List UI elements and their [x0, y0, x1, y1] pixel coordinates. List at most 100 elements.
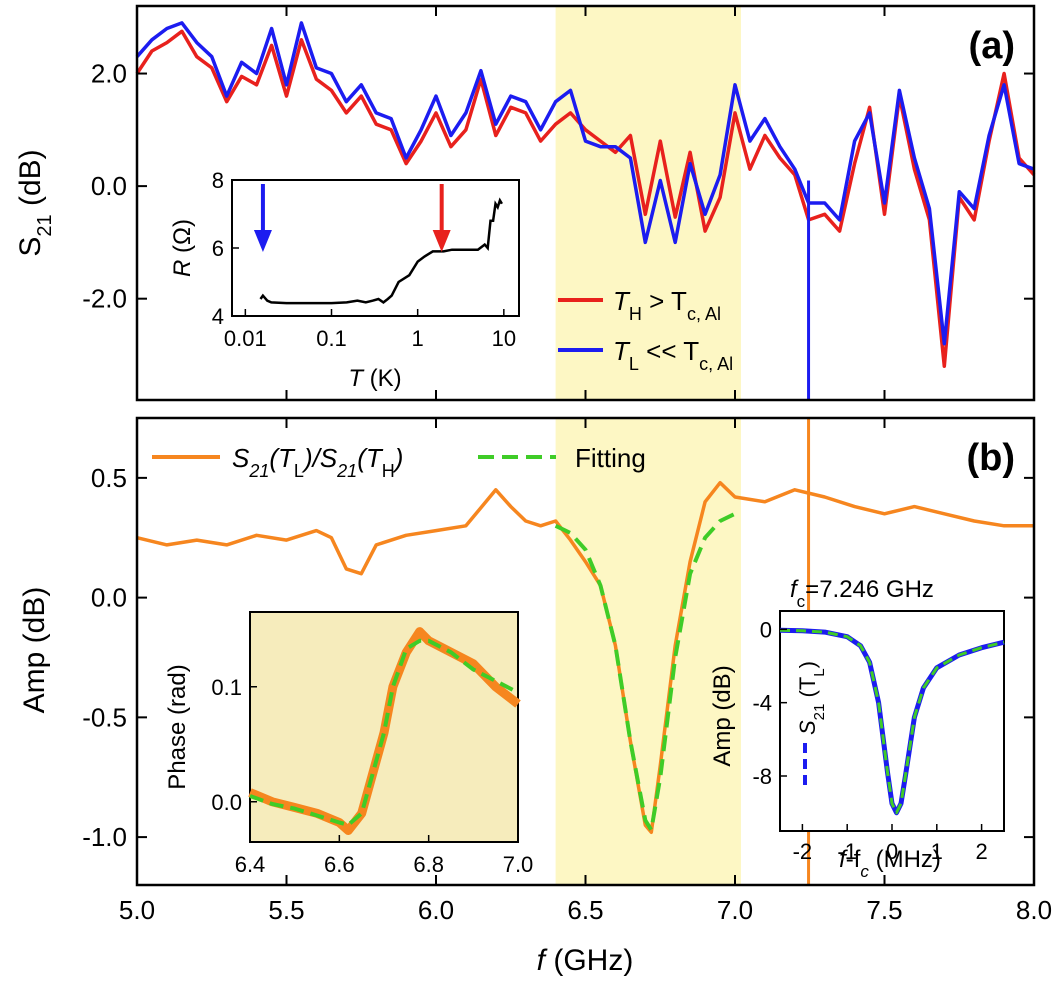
inset-rt-xlabel-unit: (K) — [363, 365, 402, 392]
panel-b-x-ticks: 5.0 5.5 6.0 6.5 7.0 7.5 8.0 — [119, 418, 1052, 925]
inset-res-ytick-label: 0 — [760, 617, 772, 642]
panel-a-label: (a) — [969, 25, 1015, 67]
inset-rt-arrows — [253, 184, 451, 252]
panel-b-ylabel: Amp (dB) — [18, 587, 51, 714]
inset-res-legend-mid: (T — [795, 677, 820, 704]
panel-a: -2.00.02.0 (a) S21 (dB) TH > Tc, Al TL <… — [14, 4, 1036, 402]
inset-rt-xtick-label: 10 — [492, 326, 516, 351]
legend-red-sub: H — [629, 304, 642, 324]
inset-rt-ylabel: R (Ω) — [169, 219, 196, 277]
b-ytick-label: 0.0 — [91, 583, 127, 613]
panel-b-xlabel-unit: (GHz) — [545, 944, 633, 977]
legend-ratio-sub4: H — [382, 461, 395, 481]
panel-b-legend-ratio: S21(TL)/S21(TH) — [232, 443, 403, 481]
inset-res-ylabel: Amp (dB) — [709, 665, 736, 766]
series-line-b-0 — [136, 480, 1034, 835]
panel-b: -1.0 -0.5 0.0 0.5 5.0 5.5 6.0 6.5 7.0 7.5 8.0 (b)… — [18, 416, 1052, 977]
inset-res-ticks: -2 -1 0 1 2 0 -4 -8 — [752, 617, 987, 864]
inset-res-legend-sub1: 21 — [811, 704, 828, 721]
inset-res-title-main: f — [790, 576, 799, 603]
inset-phase-series — [248, 627, 521, 835]
legend-ratio-mid: (T — [269, 443, 296, 473]
legend-blue-main: T — [613, 336, 631, 366]
inset-resonance: -2 -1 0 1 20-4-8 fc=7.246 GHz f-fc (MHz) Amp… — [709, 576, 1005, 881]
inset-res-xlabel-f: f — [839, 846, 848, 873]
panel-b-y-ticks: -1.0 -0.5 0.0 0.5 — [82, 463, 1034, 852]
b-ytick-label: 0.5 — [91, 463, 127, 493]
inset-phase-xtick-label: 6.6 — [324, 852, 355, 877]
inset-res-title-sub: c — [797, 592, 806, 611]
inset-res-xtick-label: -2 — [793, 839, 813, 864]
inset-res-xtick-label: 2 — [975, 839, 987, 864]
panel-a-ylabel-sub: 21 — [34, 214, 56, 236]
inset-rt-arrow-head — [253, 230, 272, 252]
inset-res-legend-end: ) — [795, 661, 820, 668]
panel-a-legend-blue: TL << Tc, Al — [613, 336, 733, 374]
inset-phase: 6.4 6.6 6.8 7.0 0.0 0.1 Phase (rad) — [164, 611, 534, 877]
legend-ratio-end: ) — [392, 443, 404, 473]
series-line-b-1 — [554, 511, 736, 832]
legend-ratio-s: S — [232, 443, 250, 473]
panel-a-legend: TH > Tc, Al TL << Tc, Al — [558, 286, 733, 374]
inset-res-legend: S21 (TL) — [795, 661, 828, 735]
inset-rt-ylabel-main: R — [169, 260, 196, 277]
inset-res-legend-s: S — [795, 720, 820, 735]
inset-phase-ytick-label: 0.1 — [211, 675, 242, 700]
series-line-a-0 — [135, 29, 1036, 368]
legend-red-main: T — [613, 286, 631, 316]
inset-res-xlabel-sub: c — [860, 862, 869, 881]
legend-ratio-sub3: 21 — [336, 461, 357, 481]
inset-rt-ticks: 0.01 0.1 1 10 4 6 8 — [212, 168, 516, 351]
panel-b-label: (b) — [966, 437, 1015, 479]
inset-res-xlabel-unit: (MHz) — [869, 846, 941, 873]
panel-a-inset: 0.01 0.1 1 10 4 6 8 T (K) R (Ω) — [169, 168, 520, 392]
b-ytick-label: -1.0 — [82, 822, 127, 852]
panel-b-xlabel-main: f — [537, 944, 548, 977]
inset-rt-xtick-label: 0.01 — [224, 326, 267, 351]
inset-phase-xtick-label: 7.0 — [503, 852, 534, 877]
inset-rt-xlabel: T (K) — [348, 365, 401, 392]
legend-ratio-sub2: L — [294, 461, 304, 481]
inset-phase-xtick-label: 6.8 — [413, 852, 444, 877]
inset-rt-ytick-label: 8 — [212, 168, 224, 193]
inset-res-xtick-label: 0 — [886, 839, 898, 864]
inset-res-series — [779, 627, 1005, 816]
legend-ratio-mid3: (T — [357, 443, 384, 473]
b-xtick-label: 8.0 — [1016, 895, 1052, 925]
inset-rt-frame — [231, 179, 520, 317]
panel-b-series — [136, 480, 1034, 835]
inset-res-xtick-label: 1 — [931, 839, 943, 864]
inset-rt-series — [259, 197, 503, 305]
inset-rt-xtick-label: 0.1 — [316, 326, 347, 351]
inset-rt-ylabel-unit: (Ω) — [169, 219, 196, 260]
series-line-phase-0 — [248, 627, 521, 835]
panel-b-highlight-band — [555, 418, 741, 885]
inset-res-title: fc=7.246 GHz — [790, 576, 934, 611]
series-line-res-0 — [779, 627, 1005, 816]
b-xtick-label: 6.0 — [418, 895, 454, 925]
legend-blue-sub: L — [629, 354, 639, 374]
inset-res-ytick-label: -8 — [752, 764, 772, 789]
legend-blue-sub2: c, Al — [699, 354, 733, 374]
b-xtick-label: 5.0 — [119, 895, 155, 925]
a-ytick-label: 2.0 — [91, 59, 127, 89]
legend-blue-rest: << T — [639, 336, 699, 366]
legend-red-sub2: c, Al — [687, 304, 721, 324]
inset-res-title-rest: =7.246 GHz — [805, 576, 934, 603]
inset-res-legend-sub2: L — [811, 668, 828, 676]
legend-ratio-mid2: )/S — [301, 443, 338, 473]
inset-phase-xtick-label: 6.4 — [235, 852, 266, 877]
panel-b-legend: S21(TL)/S21(TH) Fitting — [152, 443, 646, 481]
inset-phase-ytick-label: 0.0 — [211, 790, 242, 815]
inset-res-xlabel: f-fc (MHz) — [839, 846, 941, 881]
panel-a-ylabel-unit: (dB) — [14, 149, 47, 214]
panel-b-xlabel: f (GHz) — [537, 944, 634, 977]
b-xtick-label: 7.0 — [717, 895, 753, 925]
legend-ratio-sub1: 21 — [248, 461, 269, 481]
panel-a-ylabel: S21 (dB) — [14, 149, 56, 256]
inset-rt-ytick-label: 6 — [212, 236, 224, 261]
series-line-a-1 — [135, 21, 1035, 346]
panel-a-series — [135, 21, 1036, 368]
inset-res-ytick-label: -4 — [752, 691, 772, 716]
